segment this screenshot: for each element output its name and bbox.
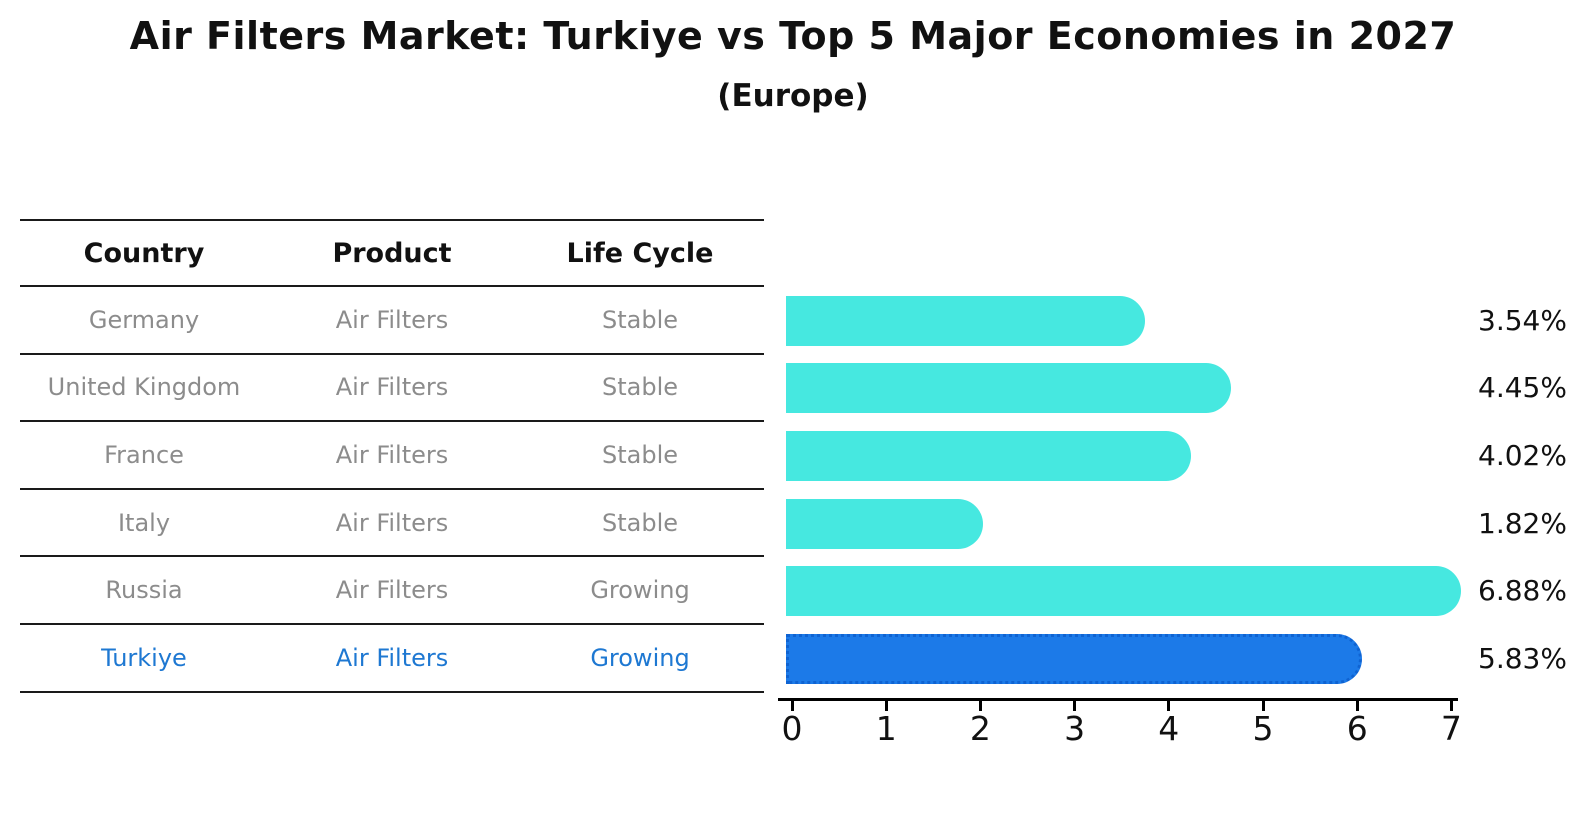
value-label-united-kingdom: 4.45%: [1478, 371, 1567, 405]
x-axis-tick-mark: [1261, 700, 1265, 711]
x-axis-tick-mark: [1449, 700, 1453, 711]
table-cell-product: Air Filters: [335, 508, 449, 537]
value-label-russia: 6.88%: [1478, 574, 1567, 608]
x-axis-line: [778, 698, 1458, 701]
x-axis-tick-mark: [1355, 700, 1359, 711]
x-axis-tick-mark: [1073, 700, 1077, 711]
table-cell-life-cycle: Growing: [590, 576, 690, 605]
bar-turkiye-highlighted: [786, 633, 1362, 684]
table-header-row: Country Product Life Cycle: [20, 221, 764, 287]
table-cell-country: Germany: [88, 305, 200, 334]
table-header-country: Country: [83, 237, 205, 269]
table-row-france: France Air Filters Stable: [20, 422, 764, 490]
table-cell-country: France: [104, 440, 184, 469]
x-axis-tick-label: 6: [1346, 709, 1368, 748]
table-header-product: Product: [332, 237, 452, 269]
bar-russia: [786, 566, 1461, 617]
x-axis-tick-label: 0: [781, 709, 803, 748]
chart-subtitle: (Europe): [717, 78, 869, 114]
bar-france: [786, 431, 1191, 481]
table-cell-country: Russia: [105, 576, 183, 605]
table-row-russia: Russia Air Filters Growing: [20, 557, 764, 625]
table-cell-product: Air Filters: [335, 576, 449, 605]
x-axis-tick-label: 5: [1252, 709, 1274, 748]
table-cell-life-cycle: Stable: [601, 440, 679, 469]
country-table: Country Product Life Cycle Germany Air Fi…: [20, 219, 764, 693]
table-cell-product: Air Filters: [335, 440, 449, 469]
x-axis-tick-label: 7: [1440, 709, 1462, 748]
table-header-life-cycle: Life Cycle: [566, 237, 714, 269]
x-axis-tick-mark: [1167, 700, 1171, 711]
value-label-turkiye: 5.83%: [1478, 641, 1567, 675]
table-cell-product: Air Filters: [335, 373, 449, 402]
value-label-germany: 3.54%: [1478, 303, 1567, 337]
table-row-italy: Italy Air Filters Stable: [20, 490, 764, 558]
table-cell-country: United Kingdom: [47, 373, 241, 402]
bar-germany: [786, 295, 1146, 346]
table-cell-product: Air Filters: [335, 305, 449, 334]
table-cell-life-cycle: Growing: [590, 643, 690, 672]
table-cell-country: Turkiye: [101, 643, 187, 672]
x-axis-tick-label: 3: [1064, 709, 1086, 748]
x-axis-tick-label: 4: [1158, 709, 1180, 748]
table-body: Germany Air Filters Stable United Kingdom Ai…: [20, 287, 764, 693]
table-cell-life-cycle: Stable: [601, 305, 679, 334]
value-label-france: 4.02%: [1478, 439, 1567, 472]
table-row-turkiye: Turkiye Air Filters Growing: [20, 625, 764, 693]
table-row-germany: Germany Air Filters Stable: [20, 287, 764, 355]
value-label-italy: 1.82%: [1478, 506, 1567, 540]
x-axis-tick-mark: [790, 700, 794, 711]
chart-title: Air Filters Market: Turkiye vs Top 5 Maj…: [129, 14, 1457, 58]
x-axis-tick-label: 1: [875, 709, 897, 748]
bar-united-kingdom: [786, 363, 1232, 414]
x-axis-tick-mark: [884, 700, 888, 711]
table-cell-product: Air Filters: [335, 643, 449, 672]
table-cell-life-cycle: Stable: [601, 508, 679, 537]
x-axis-tick-mark: [978, 700, 982, 711]
table-row-united-kingdom: United Kingdom Air Filters Stable: [20, 355, 764, 423]
table-cell-life-cycle: Stable: [601, 373, 679, 402]
table-cell-country: Italy: [117, 508, 171, 537]
x-axis-tick-label: 2: [969, 709, 991, 748]
bar-italy: [786, 498, 983, 549]
